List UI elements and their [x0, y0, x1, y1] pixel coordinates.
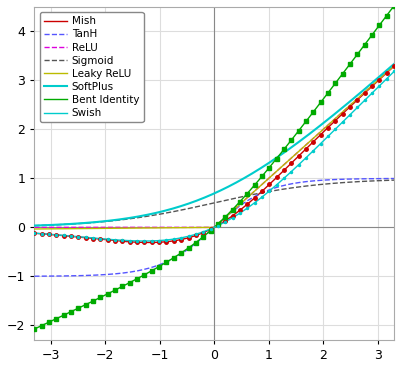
Sigmoid	[227, 197, 231, 202]
Sigmoid	[392, 178, 397, 182]
Swish	[328, 132, 332, 137]
Bent Identity	[392, 4, 397, 8]
Mish	[206, 228, 211, 233]
Line: Bent Identity: Bent Identity	[34, 6, 394, 329]
Line: Swish: Swish	[34, 72, 394, 241]
Swish	[206, 228, 211, 232]
ReLU	[203, 225, 208, 230]
Sigmoid	[383, 178, 388, 183]
Sigmoid	[327, 182, 332, 186]
Leaky ReLU	[32, 227, 37, 231]
Mish	[247, 200, 251, 205]
Sigmoid	[32, 223, 37, 228]
SoftPlus	[246, 173, 251, 178]
ReLU	[392, 63, 397, 68]
SoftPlus	[227, 184, 231, 189]
Line: Sigmoid: Sigmoid	[34, 180, 394, 225]
TanH	[203, 233, 208, 238]
SoftPlus	[203, 195, 208, 200]
Mish	[227, 215, 232, 220]
SoftPlus	[205, 194, 210, 199]
Leaky ReLU	[383, 71, 388, 76]
TanH	[383, 176, 388, 181]
TanH	[205, 231, 210, 236]
Swish	[32, 231, 37, 235]
Leaky ReLU	[205, 225, 210, 230]
SoftPlus	[392, 62, 397, 66]
Bent Identity	[246, 190, 251, 194]
Bent Identity	[383, 15, 388, 20]
ReLU	[246, 194, 251, 199]
ReLU	[383, 71, 388, 76]
Sigmoid	[205, 202, 210, 207]
Line: TanH: TanH	[34, 179, 394, 276]
Mish	[146, 240, 151, 245]
Line: ReLU: ReLU	[34, 66, 394, 227]
Leaky ReLU	[203, 225, 208, 230]
Mish	[392, 64, 397, 68]
Line: Mish: Mish	[34, 66, 394, 242]
Legend: Mish, TanH, ReLU, Sigmoid, Leaky ReLU, SoftPlus, Bent Identity, Swish: Mish, TanH, ReLU, Sigmoid, Leaky ReLU, S…	[40, 12, 144, 123]
Bent Identity	[203, 233, 208, 237]
Leaky ReLU	[327, 122, 332, 126]
SoftPlus	[383, 69, 388, 74]
TanH	[246, 198, 251, 202]
TanH	[32, 274, 37, 279]
Mish	[203, 229, 208, 234]
Bent Identity	[327, 89, 332, 94]
Swish	[227, 217, 232, 222]
Swish	[384, 77, 389, 82]
Swish	[247, 204, 251, 209]
Bent Identity	[32, 327, 37, 331]
Sigmoid	[203, 203, 208, 207]
ReLU	[327, 122, 332, 126]
TanH	[227, 212, 231, 217]
Swish	[142, 239, 147, 243]
Leaky ReLU	[392, 63, 397, 68]
SoftPlus	[327, 116, 332, 121]
Line: SoftPlus: SoftPlus	[34, 64, 394, 225]
Sigmoid	[246, 193, 251, 198]
Mish	[384, 71, 389, 76]
Leaky ReLU	[246, 194, 251, 199]
ReLU	[205, 225, 210, 230]
Mish	[328, 124, 332, 128]
Swish	[392, 69, 397, 74]
ReLU	[32, 225, 37, 230]
SoftPlus	[32, 223, 37, 228]
Mish	[32, 231, 37, 235]
TanH	[327, 177, 332, 182]
Bent Identity	[205, 231, 210, 235]
ReLU	[227, 212, 231, 216]
Bent Identity	[227, 211, 231, 215]
Leaky ReLU	[227, 212, 231, 216]
Line: Leaky ReLU: Leaky ReLU	[34, 66, 394, 229]
TanH	[392, 176, 397, 181]
Swish	[203, 229, 208, 233]
